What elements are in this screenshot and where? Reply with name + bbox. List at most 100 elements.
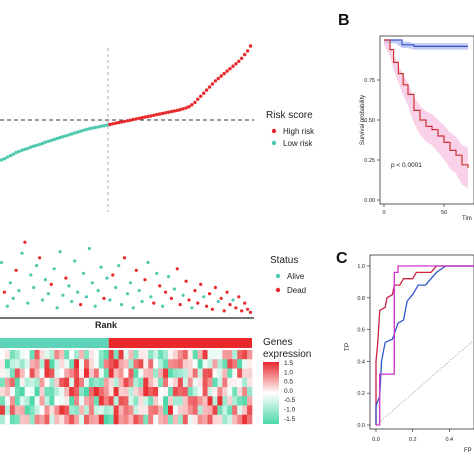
heatmap-cell [202,387,208,397]
heatmap-cell [19,377,25,388]
heatmap-cell [133,368,139,379]
heatmap-cell [227,387,233,397]
risk-score-point [125,119,130,123]
heatmap-cell [168,414,174,425]
status-point [152,301,156,305]
heatmap-cell [113,350,119,360]
status-legend-dead-label: Dead [287,286,306,295]
heatmap-cell [39,359,45,369]
heatmap-cell [158,377,164,388]
status-point [213,285,217,290]
heatmap-cell [138,414,144,425]
risk-score-point [46,139,50,143]
heatmap-cell [24,377,30,388]
heatmap-cell [128,359,134,369]
heatmap-cell [232,368,238,379]
status-point [11,296,15,300]
heatmap-cell [172,350,179,360]
status-point [207,292,212,296]
heatmap-cell [148,396,154,406]
heatmap-cell [207,396,213,406]
heatmap-cell [69,359,75,369]
heatmap-legend-tick: 0.5 [284,379,293,386]
heatmap-cell [232,396,238,406]
heatmap-cell [24,396,30,406]
heatmap-cell [84,387,90,397]
heatmap-cell [113,405,119,416]
status-point [35,264,39,268]
heatmap-cell [14,368,21,379]
heatmap-cell [227,396,233,406]
heatmap-cell [74,377,80,388]
heatmap-cell [143,387,149,397]
km-xtick-label: 50 [441,210,447,216]
heatmap-cell [202,359,208,369]
heatmap-cell [222,377,228,388]
heatmap-cell [232,414,238,425]
risk-score-point [32,144,36,148]
heatmap-cell [217,414,223,425]
heatmap-cell [168,377,174,388]
heatmap-cell [44,350,50,360]
heatmap-cell [59,414,65,425]
status-point [125,292,130,296]
risk-score-point [222,71,226,76]
risk-score-point [190,103,194,107]
heatmap-cell [59,405,65,416]
status-point [122,256,127,260]
heatmap-cell [64,405,70,416]
heatmap-cell [98,377,105,388]
heatmap-cell [153,396,159,406]
heatmap-cell [168,387,174,397]
status-point [202,295,206,299]
panel-c-letter: C [336,250,348,267]
heatmap-cell [98,405,105,416]
heatmap-cell [237,368,243,379]
heatmap-cell [227,359,233,369]
km-survival-curve [384,39,469,168]
status-point [175,267,179,271]
risk-score-point [158,112,162,116]
heatmap-cell [192,377,198,388]
heatmap-cell [9,405,16,416]
heatmap-cell [138,359,144,369]
status-point [14,268,18,272]
heatmap-cell [187,350,193,360]
heatmap-cell [69,405,75,416]
risk-score-point [216,76,220,81]
status-point [131,306,135,310]
heatmap-cell [34,350,40,360]
status-point [32,285,36,290]
heatmap-cell [133,359,139,369]
heatmap-cell [247,405,253,416]
status-point [108,298,112,302]
risk-score-point [146,114,150,119]
heatmap-cell [128,368,134,379]
heatmap-cell [113,396,119,406]
heatmap-cell [177,350,184,360]
heatmap-cell [34,377,40,388]
heatmap-cell [237,350,243,360]
heatmap-cell [29,350,35,360]
heatmap-cell [182,368,189,379]
status-point [8,281,12,285]
heatmap-cell [98,396,105,406]
heatmap-cell [54,387,60,397]
status-point [87,246,91,251]
heatmap-cell [133,350,139,360]
heatmap-cell [158,396,164,406]
heatmap-cell [108,387,114,397]
heatmap-cell [177,387,184,397]
risk-score-point [210,82,215,86]
status-point [5,304,9,308]
status-point [143,278,147,282]
heatmap-cell [103,350,109,360]
status-point [79,303,83,307]
status-point [84,295,88,299]
heatmap-cell [19,396,25,406]
heatmap-cell [103,405,109,416]
heatmap-cell [197,387,203,397]
heatmap-cell [59,377,65,388]
heatmap-cell [19,350,25,360]
heatmap-cell [34,414,40,425]
